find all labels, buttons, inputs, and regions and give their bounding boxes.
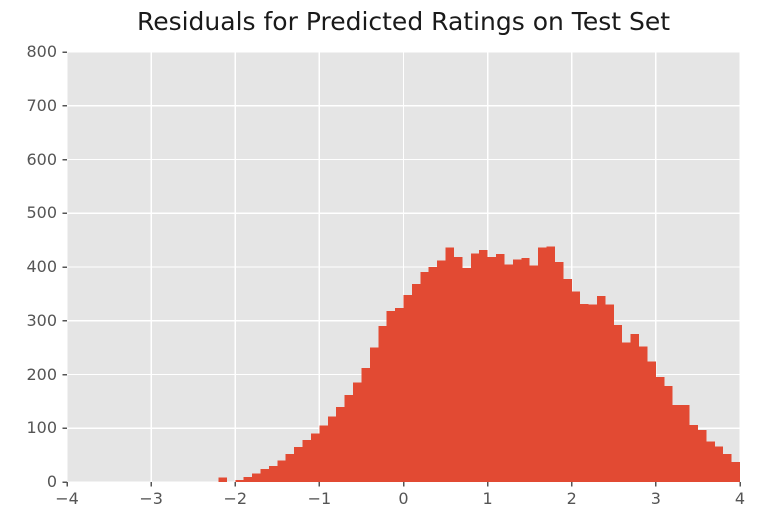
- histogram-bar: [294, 447, 303, 482]
- histogram-bar: [563, 278, 572, 482]
- x-tick-label: 0: [398, 489, 409, 508]
- histogram-bar: [260, 469, 269, 482]
- histogram-bar: [588, 304, 597, 482]
- tick-marks: [62, 51, 741, 487]
- histogram-bar: [655, 377, 665, 482]
- histogram-bar: [411, 284, 421, 482]
- histogram-bar: [285, 454, 295, 482]
- histogram-bar: [479, 249, 488, 482]
- x-tick-label: 1: [482, 489, 493, 508]
- histogram-bar: [613, 325, 623, 482]
- histogram-bar: [344, 394, 354, 482]
- chart-title: Residuals for Predicted Ratings on Test …: [136, 7, 671, 36]
- histogram-bar: [361, 368, 370, 482]
- histogram-bar: [681, 405, 690, 482]
- histogram-bar: [252, 473, 261, 482]
- histogram-bar: [538, 247, 547, 482]
- histogram-bar: [630, 334, 640, 482]
- histogram-bar: [546, 246, 555, 482]
- histogram-bar: [395, 307, 404, 482]
- histogram-bar: [462, 268, 471, 482]
- histogram-bar: [403, 294, 412, 482]
- histogram-bar: [504, 264, 513, 482]
- histogram-canvas: [62, 51, 741, 487]
- histogram-bar: [327, 416, 337, 482]
- histogram-bar: [369, 347, 379, 482]
- histogram-bar: [386, 311, 396, 482]
- histogram-bar: [596, 296, 606, 482]
- histogram-bar: [235, 479, 244, 482]
- histogram-bar: [268, 465, 278, 482]
- y-tick-label: 700: [26, 95, 57, 115]
- histogram-bar: [714, 446, 724, 482]
- y-tick-label: 500: [26, 203, 57, 223]
- histogram-bar: [319, 425, 328, 482]
- histogram-bar: [445, 247, 454, 482]
- histogram-bar: [420, 271, 429, 482]
- histogram-bar: [218, 477, 227, 482]
- x-tick-label: 4: [734, 489, 746, 508]
- histogram-bar: [277, 460, 286, 482]
- y-tick-label: 200: [26, 364, 57, 384]
- histogram-bar: [512, 259, 522, 482]
- histogram-bar: [487, 256, 497, 482]
- histogram-bar: [437, 260, 446, 482]
- histogram-bar: [706, 441, 715, 482]
- histogram-bar: [529, 265, 539, 482]
- histogram-bar: [689, 425, 698, 482]
- histogram-bar: [336, 406, 345, 482]
- histogram-bar: [571, 291, 581, 482]
- histogram-bar: [723, 454, 732, 482]
- histogram-bar: [302, 440, 311, 482]
- histogram-bar: [378, 326, 387, 482]
- histogram-bar: [453, 256, 463, 482]
- x-tick-label: −1: [307, 489, 332, 508]
- histogram-bar: [310, 433, 320, 482]
- histogram-bars: [218, 246, 740, 482]
- histogram-bar: [639, 346, 648, 482]
- histogram-bar: [605, 304, 614, 482]
- histogram-bar: [470, 253, 480, 482]
- histogram-bar: [731, 462, 740, 482]
- histogram-bar: [521, 257, 530, 482]
- y-tick-label: 0: [46, 472, 57, 491]
- histogram-bar: [353, 382, 362, 482]
- x-tick-label: 2: [566, 489, 577, 508]
- histogram-bar: [647, 361, 656, 482]
- histogram-bar: [554, 262, 564, 482]
- plot-area: [62, 51, 741, 487]
- y-tick-label: 100: [26, 418, 57, 438]
- x-tick-label: −3: [139, 489, 163, 508]
- y-tick-label: 800: [26, 42, 57, 61]
- y-tick-label: 300: [26, 310, 57, 330]
- histogram-bar: [580, 304, 589, 482]
- histogram-bar: [622, 342, 631, 482]
- x-tick-label: 3: [650, 489, 661, 508]
- histogram-bar: [664, 385, 673, 482]
- histogram-bar: [428, 267, 438, 482]
- histogram-bar: [243, 477, 253, 482]
- histogram-bar: [697, 429, 707, 482]
- y-tick-label: 600: [26, 149, 57, 169]
- histogram-bar: [672, 405, 682, 482]
- y-tick-label: 400: [26, 257, 57, 276]
- x-tick-label: −4: [55, 489, 79, 508]
- x-tick-label: −2: [223, 489, 248, 508]
- histogram-bar: [496, 254, 505, 482]
